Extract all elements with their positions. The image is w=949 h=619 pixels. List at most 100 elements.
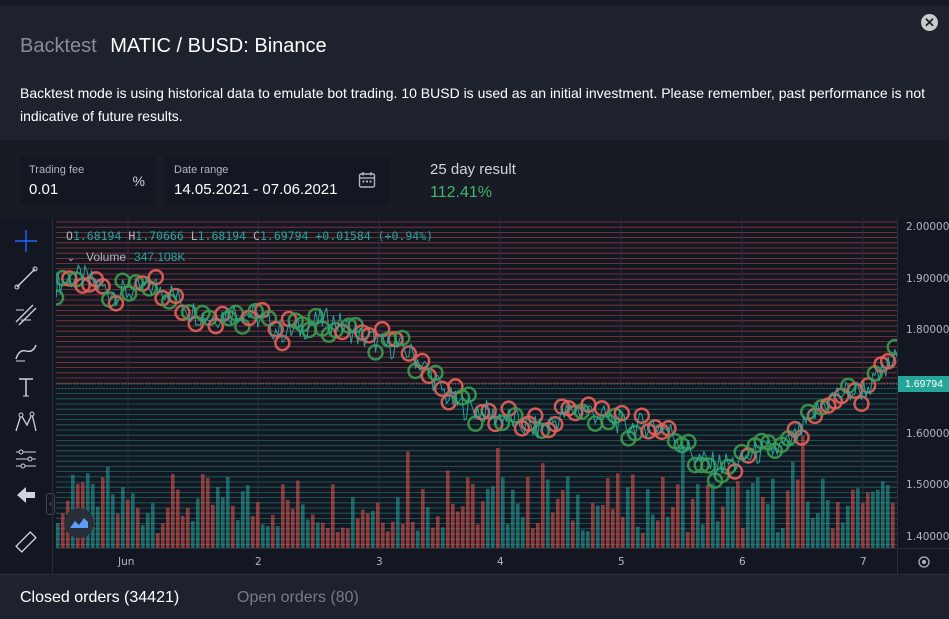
trade-marker [660, 420, 677, 437]
volume-bar [831, 528, 835, 548]
result-label: 25 day result [430, 161, 516, 178]
crosshair-icon[interactable] [13, 228, 39, 254]
volume-bar [671, 507, 675, 548]
volume-bar [461, 506, 465, 548]
low-value: 1.68194 [197, 229, 247, 243]
calendar-icon[interactable] [358, 171, 376, 189]
volume-bar [536, 523, 540, 548]
volume-bar [871, 491, 875, 548]
tab-closed-orders[interactable]: Closed orders (34421) [20, 589, 180, 606]
fib-tool-icon[interactable] [13, 302, 39, 328]
trade-marker [107, 295, 125, 312]
trading-fee-value[interactable]: 0.01 [29, 181, 59, 198]
volume-bar [96, 506, 100, 548]
price-chart[interactable] [56, 218, 897, 548]
gear-icon[interactable] [898, 549, 949, 575]
volume-bar [781, 528, 785, 548]
volume-bar [346, 528, 350, 548]
volume-bar [601, 504, 605, 548]
volume-bar [311, 514, 315, 548]
tab-open-orders[interactable]: Open orders (80) [237, 589, 359, 606]
volume-bar [91, 484, 95, 548]
volume-bar [681, 446, 685, 548]
volume-bar [636, 526, 640, 548]
price-line [56, 263, 897, 477]
volume-bar [526, 477, 530, 548]
close-icon[interactable]: ✕ [921, 14, 938, 31]
time-axis[interactable]: Jun 2 3 4 5 6 7 [56, 548, 897, 575]
volume-bar [576, 494, 580, 548]
volume-bar [516, 503, 520, 548]
volume-bar [256, 502, 260, 548]
trading-fee-field[interactable]: Trading fee 0.01 % [20, 156, 155, 205]
time-tick-label: 3 [376, 556, 383, 568]
volume-bar [351, 497, 355, 548]
volume-bar [136, 507, 140, 548]
price-tick-label: 1.80000 [906, 324, 949, 337]
volume-bar [851, 489, 855, 548]
volume-bar [296, 480, 300, 548]
trend-line-icon[interactable] [13, 265, 39, 291]
volume-bar [841, 522, 845, 548]
date-range-value[interactable]: 14.05.2021 - 07.06.2021 [174, 181, 338, 198]
toolbar-collapse-handle[interactable]: ‹ [46, 493, 55, 515]
measure-lines-icon[interactable] [13, 446, 39, 472]
time-tick-label: 5 [618, 556, 625, 568]
volume-bar [891, 503, 895, 548]
volume-bar [646, 489, 650, 548]
time-tick-label: Jun [118, 556, 135, 568]
volume-bar [306, 519, 310, 548]
volume-bar [451, 503, 455, 548]
chevron-down-icon[interactable]: ⌄ [66, 253, 76, 264]
chart-canvas[interactable] [56, 218, 897, 548]
volume-bar [756, 477, 760, 548]
date-range-field[interactable]: Date range 14.05.2021 - 07.06.2021 [165, 156, 390, 205]
pattern-icon[interactable] [13, 409, 39, 435]
trade-marker [613, 404, 631, 422]
time-tick-label: 4 [497, 556, 504, 568]
volume-bar [151, 503, 155, 548]
trade-marker [726, 463, 744, 480]
volume-bar [641, 532, 645, 548]
trade-marker [61, 270, 78, 287]
time-tick-label: 6 [739, 556, 746, 568]
volume-bar [421, 488, 425, 548]
volume-bar [401, 523, 405, 548]
brush-icon[interactable] [13, 339, 39, 365]
price-axis[interactable]: 2.000001.900001.800001.700001.600001.500… [897, 218, 949, 548]
trade-marker [94, 278, 111, 295]
volume-bar [616, 473, 620, 548]
trade-marker [527, 407, 544, 424]
volume-bar [116, 513, 120, 548]
volume-bar [426, 507, 430, 548]
last-price-label: 1.69794 [898, 376, 949, 393]
price-tick-label: 2.00000 [906, 221, 949, 234]
chart-area[interactable]: ‹ O1.68194 H1.70666 L1.68194 C1.69794 +0… [0, 218, 949, 575]
volume-bar [721, 506, 725, 548]
volume-bar [761, 496, 765, 548]
volume-bar [246, 485, 250, 548]
volume-bar [836, 502, 840, 548]
trade-marker [547, 415, 564, 433]
volume-bar [201, 474, 205, 548]
volume-bar [496, 447, 500, 548]
trade-marker [280, 310, 298, 328]
volume-bar [506, 524, 510, 548]
arrow-left-icon[interactable] [13, 482, 39, 508]
tradingview-logo[interactable] [64, 508, 94, 538]
text-tool-icon[interactable] [13, 374, 39, 400]
volume-bar [591, 503, 595, 548]
volume-bar [746, 489, 750, 548]
trade-marker [207, 317, 225, 335]
trade-marker [360, 326, 378, 344]
volume-bar [726, 486, 730, 548]
volume-bar [881, 481, 885, 548]
orders-tabs: Closed orders (34421) Open orders (80) [0, 574, 949, 619]
price-tick-label: 1.40000 [906, 530, 949, 543]
ruler-icon[interactable] [13, 529, 39, 555]
chart-settings[interactable] [897, 548, 949, 575]
volume-bar [61, 513, 65, 548]
volume-bar [441, 527, 445, 548]
volume-bar [191, 520, 195, 548]
volume-bar [336, 531, 340, 548]
